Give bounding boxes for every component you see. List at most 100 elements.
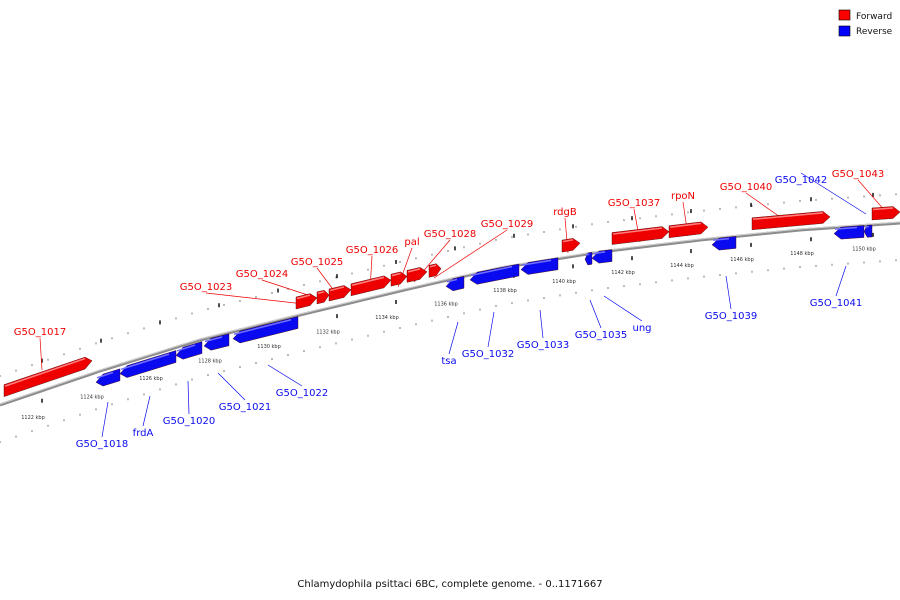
genome-caption: Chlamydophila psittaci 6BC, complete gen… <box>297 579 602 590</box>
gene-G5O_1037[interactable] <box>611 226 670 245</box>
scale-tick-label: 1122 kbp <box>21 415 45 421</box>
gene-G5O_1021[interactable] <box>203 333 230 351</box>
leader-G5O_1033 <box>539 309 544 339</box>
gene-G5O_1033[interactable] <box>520 257 559 275</box>
gene-G5O_1042[interactable] <box>863 224 873 238</box>
leader-G5O_1035 <box>589 299 602 329</box>
gene-arrow[interactable] <box>469 263 520 285</box>
gene-G5O_1029[interactable] <box>428 263 442 278</box>
gene-label[interactable]: G5O_1020 <box>163 416 215 427</box>
gene-label[interactable]: G5O_1017 <box>14 327 66 338</box>
gene-frdA[interactable] <box>119 350 177 378</box>
gene-label[interactable]: frdA <box>133 428 154 439</box>
gene-arrow[interactable] <box>3 356 93 397</box>
gene-arrow[interactable] <box>871 206 900 221</box>
gene-label[interactable]: G5O_1032 <box>462 349 514 360</box>
leader-G5O_1023 <box>205 292 305 305</box>
gene-arrow-shine <box>429 264 437 268</box>
gene-G5O_1017[interactable] <box>3 356 93 397</box>
legend-swatch-forward <box>838 9 851 21</box>
gene-label[interactable]: G5O_1035 <box>575 330 627 341</box>
gene-arrow-shine <box>470 265 513 277</box>
backbone-highlight <box>0 221 900 405</box>
gene-G5O_1032[interactable] <box>469 263 520 285</box>
gene-arrow-shine <box>176 344 196 352</box>
gene-G5O_1026[interactable] <box>350 275 392 297</box>
gene-G5O_1041[interactable] <box>833 225 865 240</box>
gene-ung[interactable] <box>591 249 613 264</box>
gene-arrow-shine <box>317 290 325 295</box>
gene-G5O_1035[interactable] <box>584 252 593 266</box>
scale-tick-label: 1132 kbp <box>316 329 340 335</box>
gene-label[interactable]: G5O_1022 <box>276 388 328 399</box>
dotted-track-upper <box>0 193 897 377</box>
gene-arrow-shine <box>712 237 730 242</box>
leader-ung <box>603 295 643 322</box>
gene-labels: G5O_1017 G5O_1018 frdA G5O_1020 G5O_1021 G5O_… <box>14 169 884 450</box>
scale-tick-label: 1146 kbp <box>730 257 754 263</box>
gene-label[interactable]: rdgB <box>553 207 577 218</box>
gene-arrow-shine <box>872 207 894 211</box>
gene-label[interactable]: G5O_1025 <box>291 257 343 268</box>
gene-G5O_1039[interactable] <box>711 236 737 251</box>
gene-G5O_1022[interactable] <box>232 316 299 344</box>
leader-G5O_1017 <box>39 337 43 371</box>
backbone-line <box>0 221 900 407</box>
gene-rpoN[interactable] <box>668 221 709 238</box>
gene-label[interactable]: G5O_1033 <box>517 340 569 351</box>
gene-rdgB[interactable] <box>561 238 581 253</box>
gene-label[interactable]: ung <box>632 323 651 334</box>
legend-swatch-reverse <box>838 25 851 37</box>
gene-label[interactable]: G5O_1018 <box>76 439 128 450</box>
gene-G5O_1024[interactable] <box>316 289 330 305</box>
gene-tsa[interactable] <box>445 276 465 292</box>
scale-tick-label: 1138 kbp <box>493 288 517 294</box>
gene-label[interactable]: G5O_1023 <box>180 282 232 293</box>
dotted-tracks <box>0 193 897 443</box>
gene-G5O_1020[interactable] <box>175 341 203 360</box>
gene-label[interactable]: G5O_1043 <box>832 169 884 180</box>
gene-G5O_1043[interactable] <box>871 206 900 221</box>
gene-label[interactable]: G5O_1024 <box>236 269 288 280</box>
gene-arrow[interactable] <box>561 238 581 253</box>
gene-G5O_1025[interactable] <box>328 285 352 302</box>
leader-tsa <box>448 321 459 355</box>
gene-arrow-shine <box>669 222 702 228</box>
gene-arrow-shine <box>204 336 223 343</box>
gene-G5O_1023[interactable] <box>295 293 318 310</box>
gene-label[interactable]: G5O_1037 <box>608 198 660 209</box>
gene-label[interactable]: G5O_1026 <box>346 245 398 256</box>
leader-G5O_1018 <box>101 401 109 438</box>
gene-G5O_1028[interactable] <box>406 267 428 283</box>
gene-arrow[interactable] <box>350 275 392 297</box>
gene-G5O_1040[interactable] <box>751 211 831 231</box>
gene-G5O_1018[interactable] <box>95 368 121 387</box>
gene-pal[interactable] <box>390 271 408 287</box>
gene-label[interactable]: G5O_1042 <box>775 175 827 186</box>
gene-arrow-shine <box>296 294 311 300</box>
gene-label[interactable]: rpoN <box>671 191 695 202</box>
genome-backbone <box>0 221 900 407</box>
gene-label[interactable]: G5O_1021 <box>219 402 271 413</box>
scale-tick-label: 1124 kbp <box>80 395 104 401</box>
gene-arrow-shine <box>752 212 824 221</box>
leader-frdA <box>142 395 151 427</box>
gene-label[interactable]: G5O_1028 <box>424 229 476 240</box>
gene-arrow-shine <box>96 371 114 379</box>
legend-label-forward: Forward <box>856 12 892 22</box>
leader-G5O_1039 <box>725 275 732 310</box>
gene-label[interactable]: G5O_1039 <box>705 311 757 322</box>
gene-arrow[interactable] <box>611 226 670 245</box>
gene-label[interactable]: tsa <box>441 356 456 367</box>
scale-tick-label: 1150 kbp <box>852 247 876 253</box>
gene-arrow[interactable] <box>428 263 442 278</box>
gene-arrow-shine <box>612 227 663 235</box>
gene-label[interactable]: G5O_1029 <box>481 219 533 230</box>
scale-ticks: 1122 kbp 1124 kbp 1126 kbp 1128 kbp 1130 kbp… <box>21 192 876 421</box>
gene-label[interactable]: pal <box>404 237 419 248</box>
scale-tick-label: 1148 kbp <box>790 251 814 257</box>
gene-label[interactable]: G5O_1041 <box>810 298 862 309</box>
gene-label[interactable]: G5O_1040 <box>720 182 772 193</box>
gene-arrow[interactable] <box>751 211 831 231</box>
scale-tick-label: 1128 kbp <box>198 359 222 365</box>
